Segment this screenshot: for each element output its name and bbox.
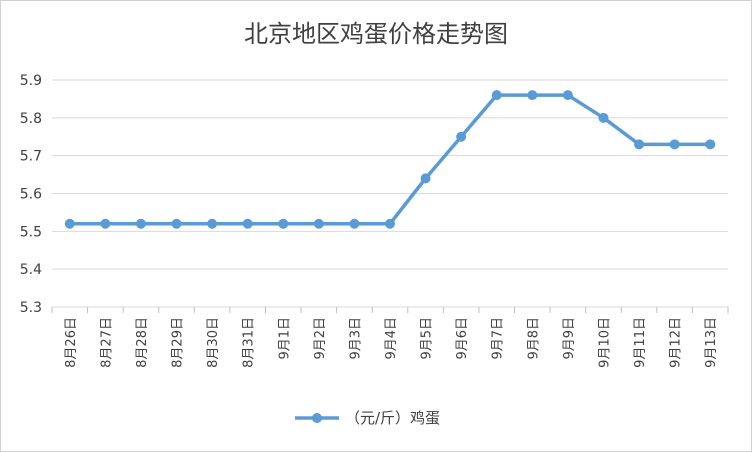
x-tick-label: 8月30日	[206, 317, 221, 368]
y-tick-label: 5.5	[20, 224, 42, 240]
data-point	[669, 139, 680, 150]
data-point	[456, 131, 467, 142]
data-point	[598, 112, 609, 123]
x-tick-label: 9月9日	[562, 317, 577, 360]
data-point	[527, 90, 538, 101]
data-point	[278, 218, 289, 229]
y-tick-label: 5.6	[20, 187, 42, 203]
x-tick-label: 8月27日	[99, 317, 114, 368]
legend-label: （元/斤）鸡蛋	[345, 409, 440, 427]
y-tick-label: 5.9	[20, 73, 42, 89]
legend-marker	[312, 413, 322, 423]
x-tick-label: 9月2日	[313, 317, 328, 360]
chart-title: 北京地区鸡蛋价格走势图	[244, 20, 508, 48]
x-tick-label: 9月12日	[669, 317, 684, 368]
data-point	[420, 173, 431, 184]
series-line	[69, 93, 711, 226]
x-tick-label: 9月7日	[491, 317, 506, 360]
data-point	[385, 218, 395, 229]
data-point	[135, 218, 146, 229]
data-point	[64, 218, 75, 229]
x-tick-label: 9月3日	[348, 317, 363, 360]
data-point	[100, 218, 111, 229]
x-tick-label: 8月31日	[242, 317, 257, 368]
x-tick-label: 9月8日	[526, 317, 541, 360]
x-tick-label: 8月26日	[64, 317, 79, 368]
data-point	[313, 218, 324, 229]
x-tick-label: 8月29日	[171, 317, 186, 368]
y-tick-label: 5.3	[20, 300, 42, 316]
data-point	[242, 218, 253, 229]
x-tick-label: 9月5日	[420, 317, 435, 360]
x-tick-label: 9月6日	[455, 317, 470, 360]
x-tick-label: 9月11日	[633, 317, 648, 368]
x-tick-label: 9月4日	[384, 317, 399, 360]
x-tick-label: 9月13日	[704, 317, 719, 368]
data-point	[207, 218, 218, 229]
data-point	[349, 218, 360, 229]
y-tick-label: 5.4	[20, 262, 42, 278]
y-tick-label: 5.7	[20, 149, 42, 165]
x-tick-label: 9月10日	[597, 317, 612, 368]
data-point	[562, 90, 573, 101]
y-tick-label: 5.8	[20, 111, 42, 127]
data-point	[171, 218, 182, 229]
data-point	[634, 139, 645, 150]
data-point	[491, 90, 502, 101]
x-tick-label: 9月1日	[277, 317, 292, 360]
data-point	[705, 139, 716, 150]
x-tick-label: 8月28日	[135, 317, 150, 368]
